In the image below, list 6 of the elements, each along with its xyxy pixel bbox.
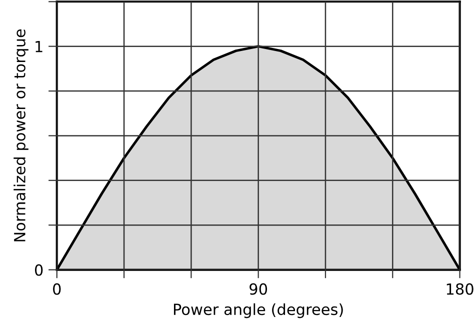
- y-tick-label: 1: [36, 41, 42, 52]
- y-axis-title: Normalized power or torque: [14, 29, 28, 242]
- x-tick-label: 0: [53, 283, 61, 295]
- x-axis-title: Power angle (degrees): [174, 303, 343, 318]
- x-tick-label: 180: [446, 283, 474, 295]
- x-tick-label: 90: [250, 283, 268, 295]
